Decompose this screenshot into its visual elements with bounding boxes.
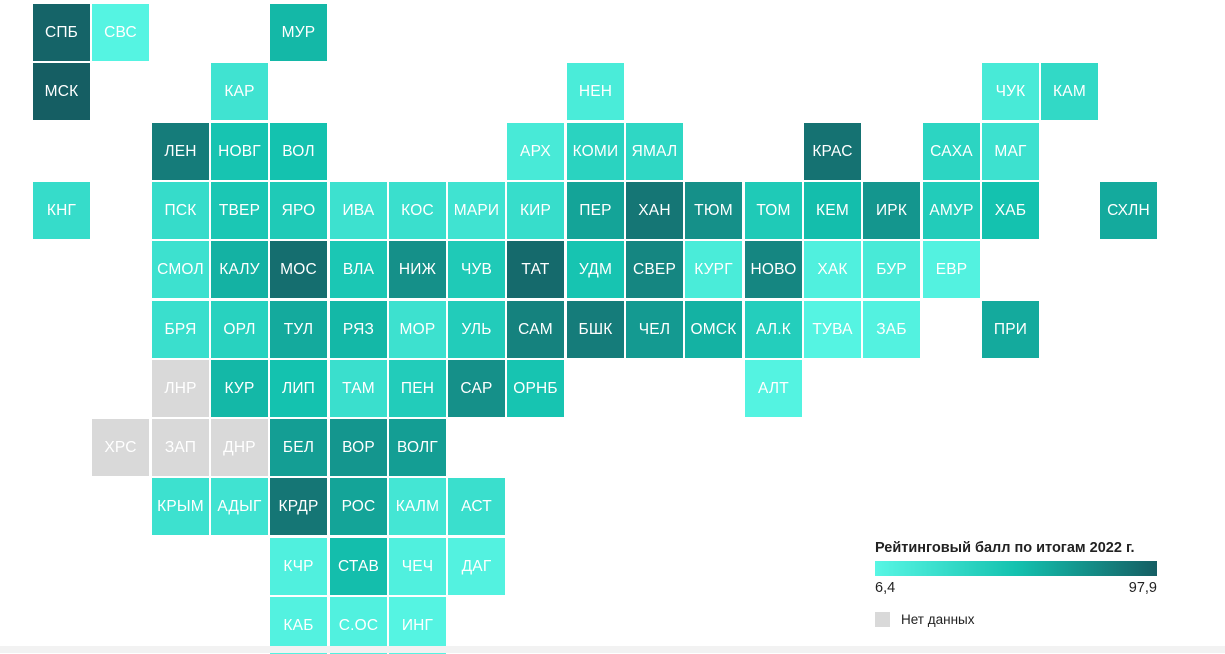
region-tile: КНГ xyxy=(33,182,90,239)
region-tile: ТВЕР xyxy=(211,182,268,239)
region-tile: ДАГ xyxy=(448,538,505,595)
region-tile: МОР xyxy=(389,301,446,358)
region-tile: КУРГ xyxy=(685,241,742,298)
region-tile: КАМ xyxy=(1041,63,1098,120)
region-tile: КОМИ xyxy=(567,123,624,180)
region-tile: УЛЬ xyxy=(448,301,505,358)
region-tile: ПЕР xyxy=(567,182,624,239)
region-tile: ХАБ xyxy=(982,182,1039,239)
region-tile: НОВГ xyxy=(211,123,268,180)
region-tile: КАР xyxy=(211,63,268,120)
legend-gradient-bar xyxy=(875,561,1157,576)
region-tile: НОВО xyxy=(745,241,802,298)
region-tile: ЧЕЛ xyxy=(626,301,683,358)
region-tile: МОС xyxy=(270,241,327,298)
region-tile: КРЫМ xyxy=(152,478,209,535)
no-data-swatch xyxy=(875,612,890,627)
region-tile: КОС xyxy=(389,182,446,239)
legend-title: Рейтинговый балл по итогам 2022 г. xyxy=(875,540,1135,556)
region-tile: АРХ xyxy=(507,123,564,180)
region-tile: ТАТ xyxy=(507,241,564,298)
region-tile: АЛ.К xyxy=(745,301,802,358)
region-tile: СМОЛ xyxy=(152,241,209,298)
region-tile: ПРИ xyxy=(982,301,1039,358)
region-tile: НИЖ xyxy=(389,241,446,298)
region-tile: МСК xyxy=(33,63,90,120)
region-tile: КЧР xyxy=(270,538,327,595)
region-tile: ТУЛ xyxy=(270,301,327,358)
region-tile: САР xyxy=(448,360,505,417)
region-tile: МУР xyxy=(270,4,327,61)
region-tile: ЗАБ xyxy=(863,301,920,358)
no-data-label: Нет данных xyxy=(901,612,975,627)
legend-min-label: 6,4 xyxy=(875,580,896,596)
region-tile: ЗАП xyxy=(152,419,209,476)
region-tile: ДНР xyxy=(211,419,268,476)
region-tile: ХАК xyxy=(804,241,861,298)
region-tile: СВЕР xyxy=(626,241,683,298)
region-tile: ТУВА xyxy=(804,301,861,358)
region-tile: АСТ xyxy=(448,478,505,535)
region-tile: ВОЛГ xyxy=(389,419,446,476)
region-tile: КРАС xyxy=(804,123,861,180)
region-tile: МАРИ xyxy=(448,182,505,239)
region-tile: САМ xyxy=(507,301,564,358)
region-tile: ВОР xyxy=(330,419,387,476)
region-tile: БУР xyxy=(863,241,920,298)
region-tile: СХЛН xyxy=(1100,182,1157,239)
region-tile: АМУР xyxy=(923,182,980,239)
region-tile: ОМСК xyxy=(685,301,742,358)
region-tile: ТАМ xyxy=(330,360,387,417)
region-tile: НЕН xyxy=(567,63,624,120)
region-tile: САХА xyxy=(923,123,980,180)
region-tile: РОС xyxy=(330,478,387,535)
region-tile: ТОМ xyxy=(745,182,802,239)
region-tile: УДМ xyxy=(567,241,624,298)
region-tile: ОРЛ xyxy=(211,301,268,358)
region-tile: ИВА xyxy=(330,182,387,239)
region-tile: ЯМАЛ xyxy=(626,123,683,180)
region-tile: ПЕН xyxy=(389,360,446,417)
region-tile: ВЛА xyxy=(330,241,387,298)
region-tile: ОРНБ xyxy=(507,360,564,417)
region-tile: КЕМ xyxy=(804,182,861,239)
region-tile: СВС xyxy=(92,4,149,61)
region-tile: АЛТ xyxy=(745,360,802,417)
region-tile: КУР xyxy=(211,360,268,417)
region-tile: ТЮМ xyxy=(685,182,742,239)
region-tile: АДЫГ xyxy=(211,478,268,535)
region-tile: ЛЕН xyxy=(152,123,209,180)
region-tile: КАЛМ xyxy=(389,478,446,535)
region-tile: ЛНР xyxy=(152,360,209,417)
region-tile: ВОЛ xyxy=(270,123,327,180)
legend: Рейтинговый балл по итогам 2022 г. 6,4 9… xyxy=(875,536,1165,636)
region-tile: КИР xyxy=(507,182,564,239)
bottom-divider xyxy=(0,646,1225,653)
legend-max-label: 97,9 xyxy=(1128,580,1157,596)
region-tile: ИРК xyxy=(863,182,920,239)
region-tile: ЧУК xyxy=(982,63,1039,120)
region-tile: ХАН xyxy=(626,182,683,239)
region-tile: СТАВ xyxy=(330,538,387,595)
region-tile: ПСК xyxy=(152,182,209,239)
region-tile: ХРС xyxy=(92,419,149,476)
region-tile: ЧУВ xyxy=(448,241,505,298)
region-tile: ЧЕЧ xyxy=(389,538,446,595)
region-tile: БШК xyxy=(567,301,624,358)
region-tile: ИНГ xyxy=(389,597,446,654)
region-tile: КАБ xyxy=(270,597,327,654)
region-tile: КРДР xyxy=(270,478,327,535)
region-tile: МАГ xyxy=(982,123,1039,180)
region-tile: КАЛУ xyxy=(211,241,268,298)
region-tile: ЯРО xyxy=(270,182,327,239)
region-tile: РЯЗ xyxy=(330,301,387,358)
region-tile: СПБ xyxy=(33,4,90,61)
region-tile: БЕЛ xyxy=(270,419,327,476)
region-tile: БРЯ xyxy=(152,301,209,358)
region-tile: ЕВР xyxy=(923,241,980,298)
region-tile: С.ОС xyxy=(330,597,387,654)
region-tile: ЛИП xyxy=(270,360,327,417)
